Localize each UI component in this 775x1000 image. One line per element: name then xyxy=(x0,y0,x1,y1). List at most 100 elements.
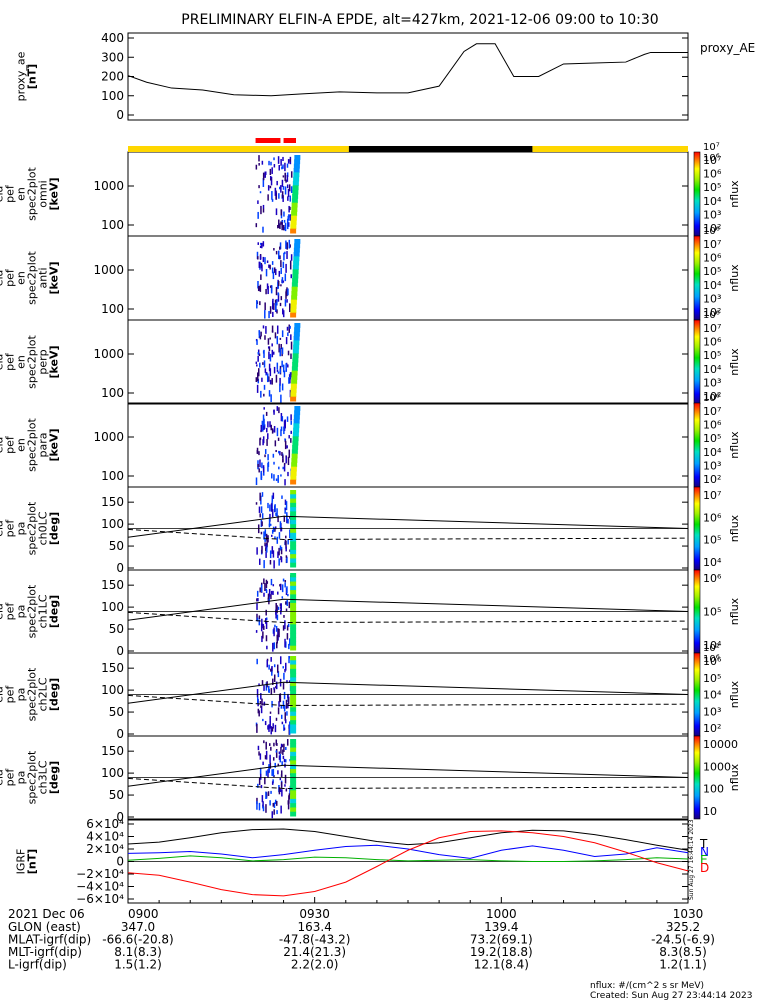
pitch-spec-2-speckle xyxy=(261,635,263,643)
energy-spec-1-tick-label: 1000 xyxy=(93,179,124,193)
ephem-row-label: L-igrf(dip) xyxy=(8,958,67,972)
pitch-spec-4-ylabel: pef xyxy=(4,768,17,787)
proxy-ae-ylabel: proxy_ae xyxy=(15,51,28,101)
energy-spec-1-speckle xyxy=(255,164,258,170)
energy-spec-1-stripe xyxy=(290,224,297,230)
energy-spec-1-speckle xyxy=(273,157,275,161)
energy-spec-2-speckle xyxy=(290,254,293,261)
energy-spec-2-speckle xyxy=(272,311,274,318)
energy-spec-1-speckle xyxy=(258,155,260,162)
energy-spec-1-stripe xyxy=(293,168,300,173)
pitch-spec-2-speckle xyxy=(276,642,278,649)
pitch-spec-4-colorbar-label: nflux xyxy=(728,763,741,791)
energy-spec-4-speckle xyxy=(272,453,275,458)
igrf-tick-label: 2×10⁴ xyxy=(86,842,124,856)
science-zone-marker xyxy=(255,138,281,143)
energy-spec-3-speckle xyxy=(285,337,288,345)
energy-spec-2-colorbar xyxy=(693,235,701,321)
energy-spec-4-ylabel: ela xyxy=(0,437,6,454)
energy-spec-4-speckle xyxy=(278,450,280,454)
pitch-spec-2-colorbar-tick: 10⁴ xyxy=(703,639,722,652)
energy-spec-3-speckle xyxy=(267,346,270,349)
pitch-spec-3-loss-cone xyxy=(127,681,689,704)
pitch-spec-2-speckle xyxy=(287,623,290,627)
energy-spec-1-speckle xyxy=(269,185,272,189)
energy-spec-2-speckle xyxy=(284,299,287,307)
igrf-series-N xyxy=(127,844,689,859)
pitch-spec-3-stripe xyxy=(290,728,297,734)
pitch-spec-3-speckle xyxy=(282,682,285,690)
energy-spec-1-speckle xyxy=(258,185,260,189)
ephem-value: -24.5(-6.9) xyxy=(651,933,715,947)
energy-spec-3-colorbar-tick: 10⁷ xyxy=(703,322,721,335)
energy-spec-3-speckle xyxy=(268,363,271,372)
pitch-spec-1-stripe xyxy=(290,494,297,500)
energy-spec-3-speckle xyxy=(264,335,266,340)
pitch-spec-2-speckle xyxy=(258,615,261,620)
energy-spec-4-speckle xyxy=(278,466,280,470)
pitch-spec-2-speckle xyxy=(275,612,277,619)
ephem-value: 73.2(69.1) xyxy=(470,933,533,947)
energy-spec-2-speckle xyxy=(284,251,286,255)
pitch-spec-2-speckle xyxy=(289,638,291,646)
pitch-spec-3-speckle xyxy=(268,688,270,693)
pitch-spec-3-speckle xyxy=(284,669,286,673)
pitch-spec-2-stripe xyxy=(290,628,297,634)
pitch-spec-1-speckle xyxy=(258,558,261,565)
energy-spec-1-speckle xyxy=(267,185,270,191)
energy-spec-3-ylabel: pef xyxy=(4,352,17,371)
pitch-spec-1-colorbar-tick: 10⁴ xyxy=(703,556,722,569)
pitch-spec-1-speckle xyxy=(271,495,274,502)
energy-spec-3-speckle xyxy=(290,353,292,359)
energy-spec-2-speckle xyxy=(277,281,279,290)
pitch-spec-3-speckle xyxy=(275,681,278,690)
pitch-spec-4-tick-label: 100 xyxy=(101,766,124,780)
energy-spec-4-stripe xyxy=(292,432,299,437)
pitch-spec-3-speckle xyxy=(289,721,291,730)
energy-spec-2-speckle xyxy=(259,284,262,292)
energy-spec-3-colorbar-tick: 10⁵ xyxy=(703,349,721,362)
energy-spec-4-speckle xyxy=(257,463,259,468)
energy-spec-1-ylabel: pef xyxy=(4,184,17,203)
pitch-spec-2-speckle xyxy=(267,593,270,600)
pitch-spec-4-speckle xyxy=(284,774,287,784)
energy-spec-4-stripe xyxy=(293,414,300,420)
energy-spec-1-stripe xyxy=(291,202,298,208)
energy-spec-2-speckle xyxy=(264,310,266,319)
energy-spec-3-speckle xyxy=(258,353,261,357)
pitch-spec-1-speckle xyxy=(274,526,277,530)
pitch-spec-2-speckle xyxy=(282,578,285,582)
pitch-spec-1-speckle xyxy=(259,513,261,518)
energy-spec-3-speckle xyxy=(257,372,259,382)
energy-spec-4-colorbar xyxy=(693,402,701,488)
pitch-spec-4-loss-cone xyxy=(127,764,689,787)
pitch-spec-2-speckle xyxy=(273,627,275,637)
pitch-spec-1-speckle xyxy=(278,532,281,539)
energy-spec-4-speckle xyxy=(256,447,259,454)
pitch-spec-2-speckle xyxy=(263,625,265,630)
pitch-spec-1-tick-label: 150 xyxy=(101,495,124,509)
pitch-spec-4-speckle xyxy=(258,802,261,811)
energy-spec-3-speckle xyxy=(288,377,290,384)
pitch-spec-3-colorbar-tick: 10⁶ xyxy=(703,655,722,668)
pitch-spec-3-speckle xyxy=(270,668,272,672)
pitch-spec-2-ylabel: [deg] xyxy=(48,595,61,628)
energy-spec-3-speckle xyxy=(290,341,293,350)
energy-spec-2-speckle xyxy=(279,255,281,260)
pitch-spec-4-colorbar-tick: 10 xyxy=(703,805,717,818)
pitch-spec-1-tick-label: 0 xyxy=(116,561,124,575)
pitch-spec-4-stripe xyxy=(290,803,297,808)
energy-spec-3-speckle xyxy=(272,351,275,355)
pitch-spec-1-stripe xyxy=(290,532,297,538)
pitch-spec-3-speckle xyxy=(270,688,273,695)
energy-spec-2-speckle xyxy=(275,250,278,255)
pitch-spec-4-speckle xyxy=(281,761,283,766)
energy-spec-3-speckle xyxy=(271,325,274,333)
energy-spec-3-speckle xyxy=(279,377,281,386)
energy-spec-2-stripe xyxy=(292,265,299,270)
pitch-spec-3-speckle xyxy=(273,688,276,693)
pitch-spec-4-speckle xyxy=(284,784,286,787)
energy-spec-1-stripe xyxy=(290,215,297,221)
energy-spec-1-stripe xyxy=(294,155,301,160)
pitch-spec-4-tick-label: 0 xyxy=(116,810,124,824)
